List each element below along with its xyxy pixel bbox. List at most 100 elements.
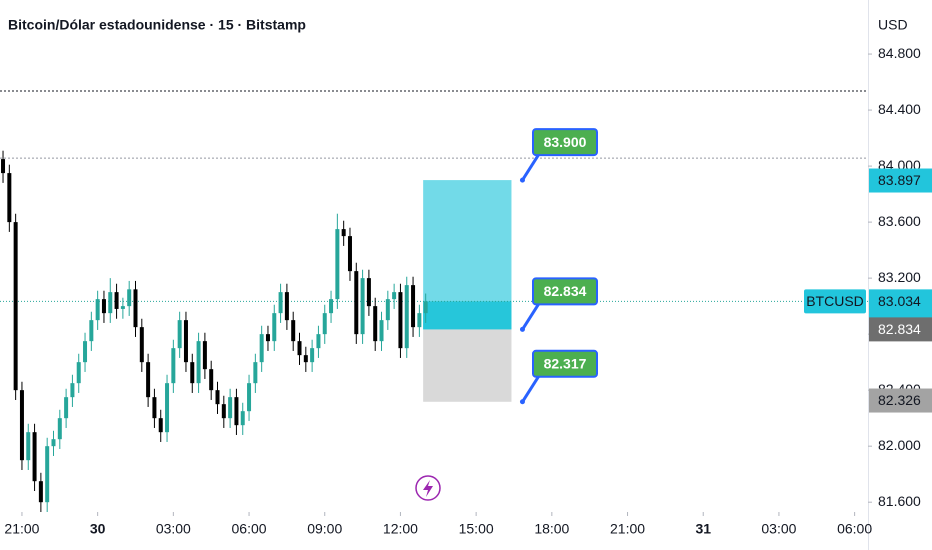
candle-body: [95, 299, 100, 321]
callout-label: 83.900: [544, 134, 587, 150]
y-tick-label: 83.200: [878, 269, 921, 285]
candle-body: [177, 320, 182, 349]
open-profit-zone: [423, 301, 512, 330]
candle-body: [183, 320, 188, 363]
candle-body: [335, 229, 340, 300]
candle-body: [38, 481, 43, 503]
overlay: 83.90082.83482.31783.89783.03412:29BTCUS…: [519, 128, 932, 413]
candle-body: [171, 348, 176, 384]
price-tag-label: 83.897: [878, 172, 921, 188]
candle-body: [228, 397, 233, 419]
symbol-tag-label: BTCUSD: [806, 293, 864, 309]
callout-anchor: [519, 399, 525, 405]
candle-body: [385, 299, 390, 321]
candle-body: [152, 397, 157, 419]
candle-body: [209, 369, 214, 391]
y-tick-label: 83.600: [878, 213, 921, 229]
candle-body: [423, 301, 428, 314]
candle-body: [392, 292, 397, 300]
x-tick-label: 21:00: [4, 521, 39, 537]
x-tick-label: 06:00: [232, 521, 267, 537]
x-tick-label: 15:00: [459, 521, 494, 537]
candle-body: [247, 383, 252, 412]
price-tag-label: 82.326: [878, 392, 921, 408]
x-tick-label: 18:00: [534, 521, 569, 537]
candle-body: [127, 289, 132, 307]
candle-body: [360, 278, 365, 335]
price-tag: [869, 168, 932, 193]
price-tag: [869, 388, 932, 413]
candle-body: [215, 390, 220, 405]
candle-body: [310, 348, 315, 363]
candle-body: [89, 320, 94, 342]
candle-body: [303, 355, 308, 363]
x-tick-label: 12:00: [383, 521, 418, 537]
candle-body: [329, 299, 334, 314]
callout-anchor: [519, 326, 525, 332]
candle-body: [284, 292, 289, 321]
candle-body: [234, 397, 239, 426]
candle-body: [1, 159, 6, 174]
callout-pointer: [521, 374, 541, 403]
price-tag-label: 83.034: [878, 293, 921, 309]
callout-label: 82.834: [544, 283, 587, 299]
candle-body: [139, 327, 144, 363]
chart-title: Bitcoin/Dólar estadounidense · 15 · Bits…: [8, 17, 306, 33]
candle-body: [253, 362, 258, 384]
candle-body: [398, 292, 403, 349]
symbol-tag: [804, 289, 866, 314]
callout-box: [532, 128, 598, 157]
price-tag: [869, 317, 932, 342]
callout-pointer: [521, 302, 541, 331]
candle-body: [26, 432, 31, 461]
callout-box: [532, 277, 598, 306]
candle-body: [202, 341, 207, 370]
candle-body: [108, 292, 113, 314]
x-tick-label: 21:00: [610, 521, 645, 537]
callout-pointer: [521, 153, 541, 181]
candle-body: [45, 446, 50, 503]
candle-body: [13, 222, 18, 391]
candle-body: [51, 439, 56, 447]
callout-box: [532, 349, 598, 378]
candle-body: [354, 271, 359, 335]
callout-label: 82.317: [544, 355, 587, 371]
candle-body: [70, 383, 75, 398]
candle-body: [190, 362, 195, 384]
stop-zone: [423, 329, 512, 402]
event-icon[interactable]: [415, 475, 441, 501]
candle-body: [76, 362, 81, 384]
candle-body: [165, 383, 170, 433]
y-tick-label: 82.000: [878, 437, 921, 453]
candle-body: [366, 278, 371, 307]
candle-body: [146, 362, 151, 398]
x-tick-label: 03:00: [156, 521, 191, 537]
candle-body: [83, 341, 88, 363]
candle-body: [373, 306, 378, 342]
candle-body: [133, 289, 138, 328]
candle-body: [265, 334, 270, 342]
x-tick-label: 09:00: [307, 521, 342, 537]
x-tick-label: 06:00: [837, 521, 872, 537]
price-tag-label: 82.834: [878, 321, 921, 337]
x-tick-label: 31: [695, 521, 711, 537]
y-tick-label: 84.400: [878, 101, 921, 117]
candle-body: [411, 285, 416, 328]
candle-body: [316, 334, 321, 349]
x-tick-label: 30: [90, 521, 106, 537]
candle-body: [272, 313, 277, 342]
candle-body: [221, 404, 226, 419]
y-tick-label: 81.600: [878, 493, 921, 509]
candle-body: [404, 285, 409, 349]
candle-body: [120, 306, 125, 309]
candle-body: [278, 292, 283, 314]
currency-label: USD: [878, 17, 908, 33]
candle-body: [379, 320, 384, 342]
candle-body: [158, 418, 163, 433]
candle-body: [259, 334, 264, 363]
candle-body: [297, 341, 302, 356]
candle-body: [322, 313, 327, 335]
candle-body: [114, 292, 119, 309]
candle-body: [32, 432, 37, 482]
